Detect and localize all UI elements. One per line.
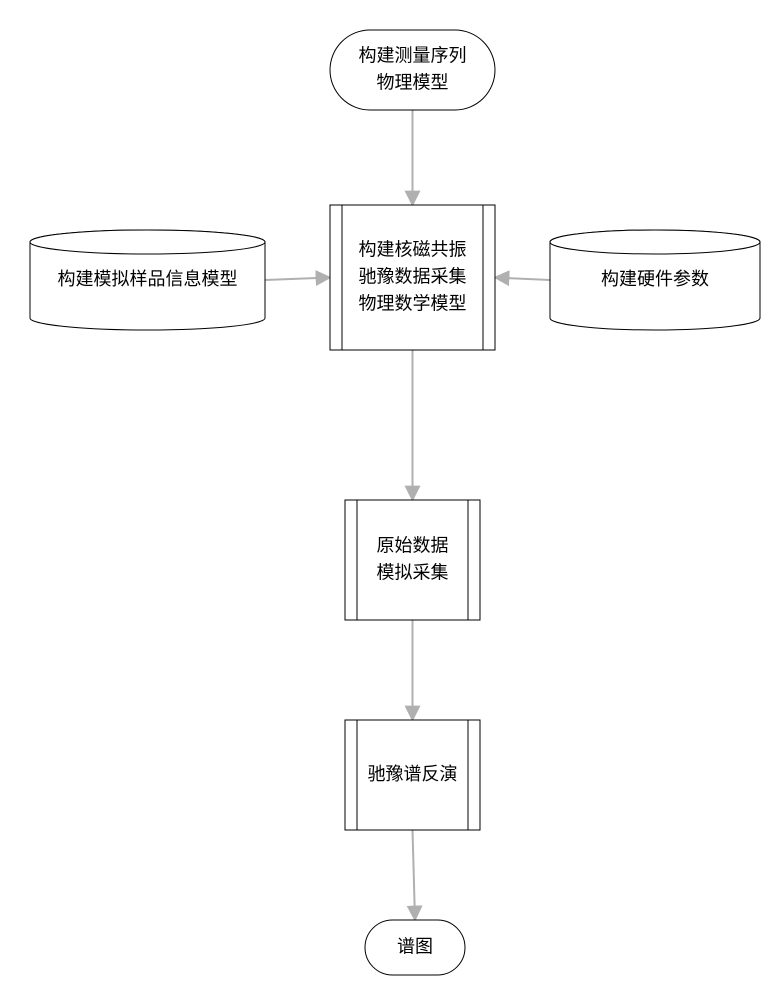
flow-arrow	[265, 278, 330, 281]
node-label: 驰豫数据采集	[359, 266, 467, 286]
node-label: 物理数学模型	[359, 293, 467, 313]
node-label: 原始数据	[377, 535, 449, 555]
node-label: 模拟采集	[377, 562, 449, 582]
predefined-node	[345, 500, 480, 620]
node-label: 驰豫谱反演	[368, 764, 458, 784]
node-label: 构建硬件参数	[601, 269, 709, 289]
flow-arrow	[495, 278, 550, 281]
node-label: 构建测量序列	[359, 45, 467, 65]
flowchart-diagram: 构建测量序列物理模型构建模拟样品信息模型 构建核磁共振驰豫数据采集物理数学模型 构建…	[0, 0, 782, 1000]
node-label: 构建核磁共振	[359, 239, 467, 259]
node-label: 构建模拟样品信息模型	[58, 269, 238, 289]
node-label: 物理模型	[377, 72, 449, 92]
flow-arrow	[413, 830, 416, 920]
cylinder-top	[30, 230, 265, 254]
terminator-node	[330, 30, 495, 110]
node-label: 谱图	[397, 936, 433, 956]
cylinder-top	[550, 230, 760, 254]
